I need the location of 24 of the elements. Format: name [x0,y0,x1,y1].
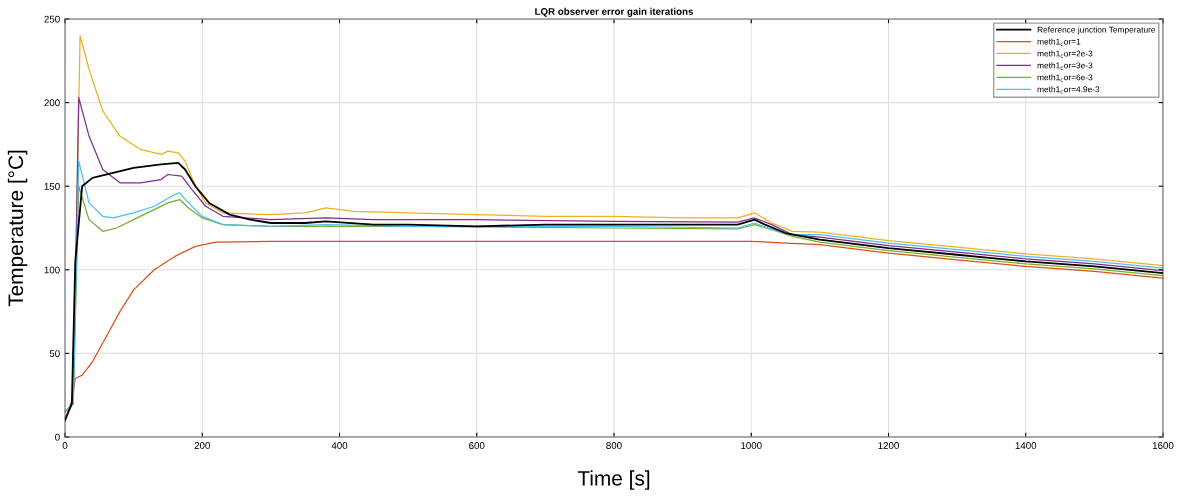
x-tick-label: 800 [606,442,622,449]
x-tick-label: 1000 [741,442,762,449]
y-tick-label: 200 [44,99,60,107]
legend-label: meth1$_{c}$or=1 [1037,38,1081,46]
x-tick-label: 1600 [1152,442,1174,449]
x-tick-label: 1400 [1015,442,1037,449]
x-tick-label: 200 [194,442,210,449]
x-tick-label: 0 [62,442,68,449]
legend-label: meth1$_{c}$or=4.9e-3 [1037,86,1100,94]
x-axis-title: Time [s] [577,470,650,490]
y-tick-label: 50 [49,350,60,358]
y-tick-label: 100 [44,266,60,274]
x-tick-label: 400 [331,442,348,449]
x-tick-label: 600 [469,442,485,449]
chart-title: LQR observer error gain iterations [535,7,694,17]
legend-label: Reference junction Temperature [1037,26,1156,35]
legend-label: meth1$_{c}$or=6e-3 [1037,74,1093,82]
y-tick-label: 250 [44,15,60,23]
x-tick-label: 1200 [878,442,899,449]
y-tick-label: 150 [44,182,60,190]
y-tick-label: 0 [55,433,60,441]
legend-label: meth1$_{c}$or=3e-3 [1037,62,1093,70]
legend-label: meth1$_{c}$or=2e-3 [1037,50,1093,58]
y-axis-title: Temperature [°C] [7,150,28,307]
